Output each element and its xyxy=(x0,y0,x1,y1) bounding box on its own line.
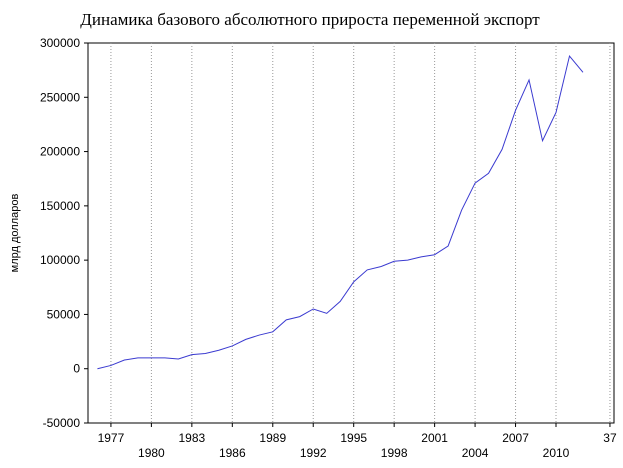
x-tick-label: 2001 xyxy=(421,431,448,445)
x-tick-label: 1989 xyxy=(259,431,286,445)
chart-title: Динамика базового абсолютного прироста п… xyxy=(80,10,540,29)
y-tick-label: 300000 xyxy=(40,36,80,50)
x-tick-label: 1983 xyxy=(178,431,205,445)
x-tick-label: 2007 xyxy=(502,431,529,445)
y-tick-label: 200000 xyxy=(40,145,80,159)
x-tick-label: 1986 xyxy=(219,446,246,460)
y-tick-label: -50000 xyxy=(43,416,81,430)
x-tick-label: 1995 xyxy=(340,431,367,445)
x-tick-label: 1998 xyxy=(381,446,408,460)
x-tick-label: 1980 xyxy=(138,446,165,460)
plot-frame xyxy=(87,42,615,424)
x-tick-label: 1992 xyxy=(300,446,327,460)
y-tick-label: 0 xyxy=(73,362,80,376)
data-line xyxy=(97,54,584,370)
y-tick-label: 100000 xyxy=(40,253,80,267)
x-tick-label: 2004 xyxy=(462,446,489,460)
y-tick-label: 50000 xyxy=(47,307,81,321)
x-tick-label: 37 xyxy=(603,431,617,445)
x-tick-label: 1977 xyxy=(98,431,125,445)
y-tick-label: 250000 xyxy=(40,90,80,104)
y-axis-label: млрд долларов xyxy=(9,194,21,273)
y-tick-label: 150000 xyxy=(40,199,80,213)
x-tick-label: 2010 xyxy=(543,446,570,460)
